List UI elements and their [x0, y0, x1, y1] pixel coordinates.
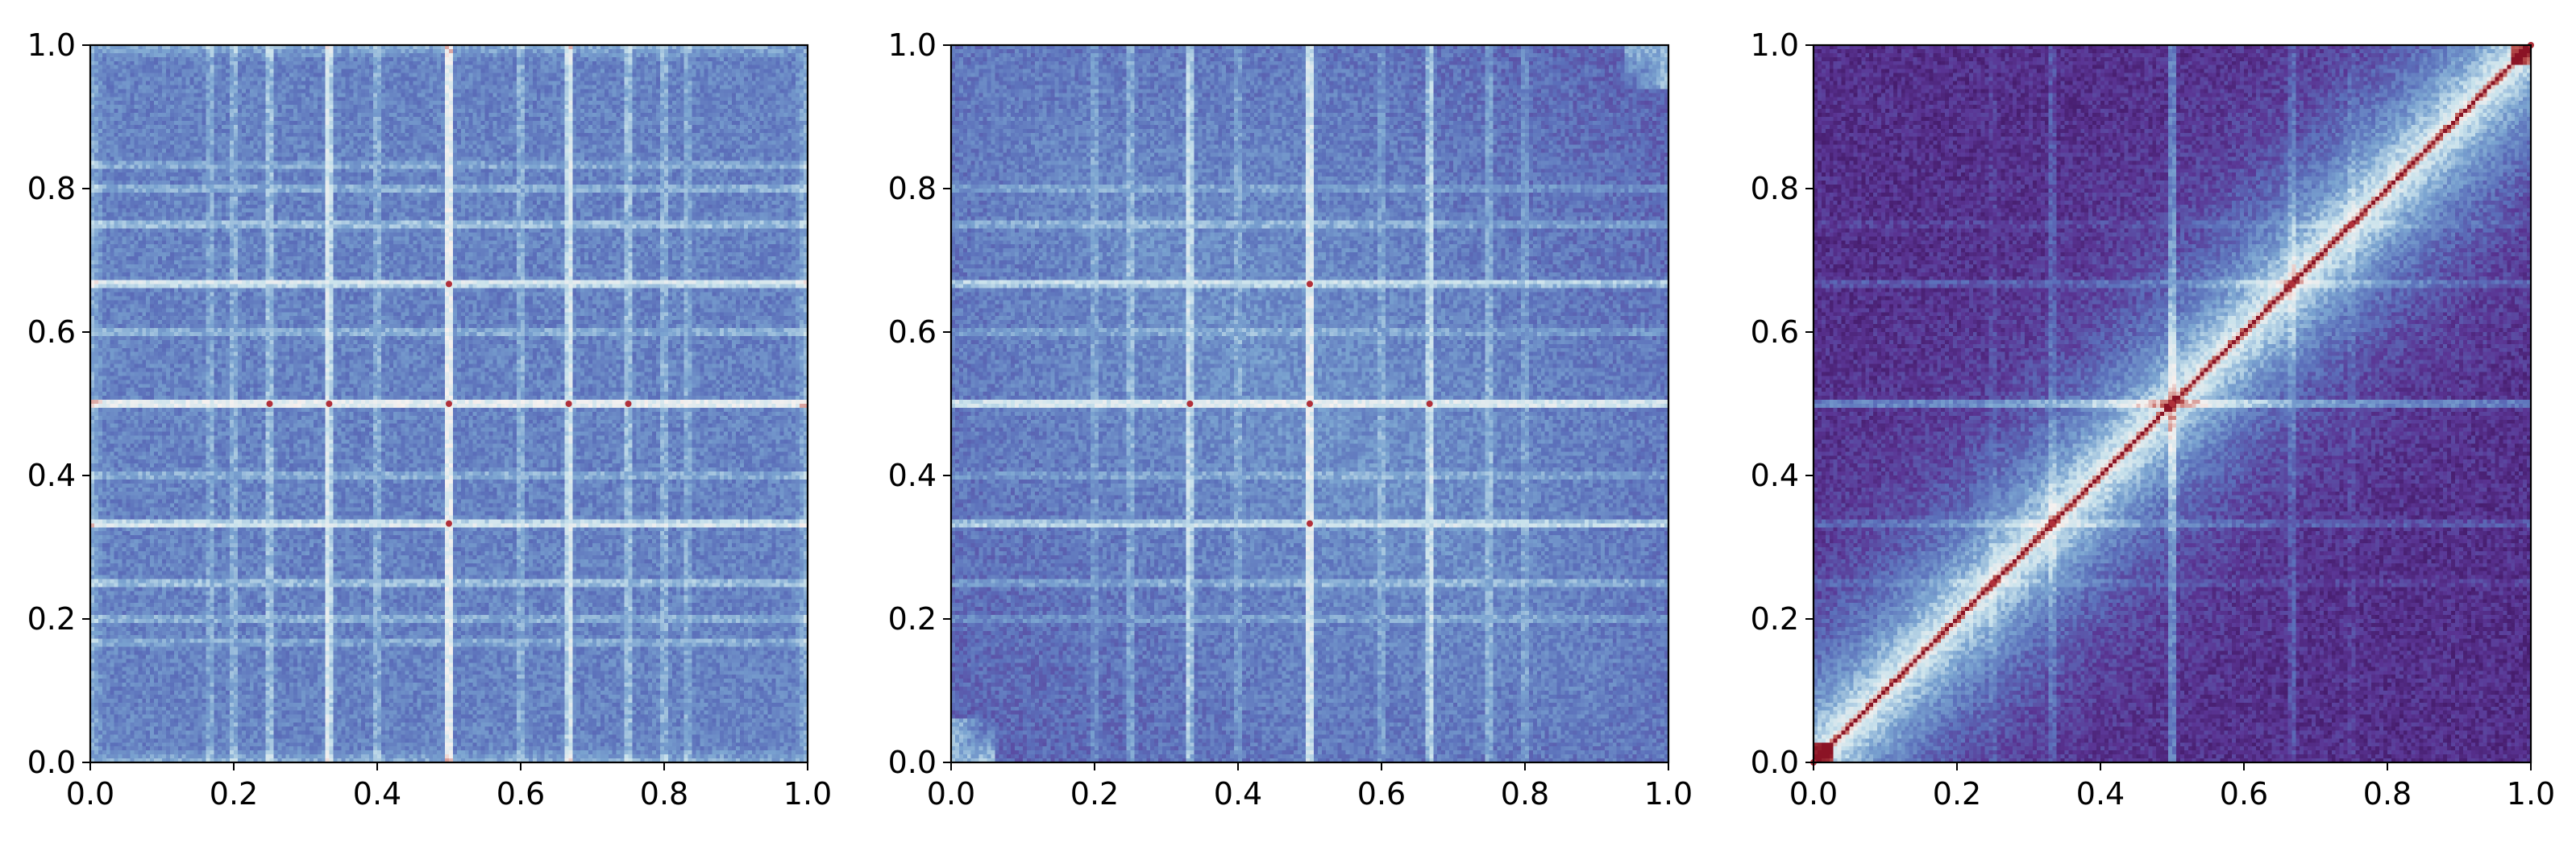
- y-tick-label: 1.0: [1751, 27, 1799, 63]
- hot-point: [1307, 280, 1313, 288]
- y-tick-label: 0.0: [27, 745, 76, 780]
- x-tick-label: 0.4: [1214, 776, 1262, 812]
- x-tick-label: 1.0: [783, 776, 832, 812]
- y-tick-label: 0.2: [27, 601, 76, 637]
- x-tick-label: 0.2: [1933, 776, 1981, 812]
- y-tick-label: 0.6: [1751, 314, 1799, 350]
- hot-point: [446, 401, 452, 407]
- hot-point: [1307, 401, 1313, 407]
- x-tick-label: 0.8: [1501, 776, 1549, 812]
- hot-point: [2169, 401, 2175, 407]
- x-tick-label: 0.6: [497, 776, 545, 812]
- y-tick-label: 1.0: [27, 27, 76, 63]
- x-tick-label: 0.8: [640, 776, 688, 812]
- hot-point: [2288, 280, 2296, 288]
- hot-point: [2049, 520, 2056, 527]
- y-tick-label: 0.8: [1751, 171, 1799, 206]
- x-tick-label: 0.4: [2076, 776, 2125, 812]
- x-tick-label: 0.2: [1070, 776, 1119, 812]
- x-tick-label: 0.0: [66, 776, 114, 812]
- y-tick-label: 0.4: [27, 458, 76, 493]
- y-tick-label: 0.8: [888, 171, 937, 206]
- axes-frame: [89, 44, 809, 764]
- x-tick-label: 1.0: [1644, 776, 1693, 812]
- x-tick-label: 0.2: [210, 776, 258, 812]
- hot-point: [446, 280, 452, 288]
- y-tick-label: 0.6: [888, 314, 937, 350]
- hot-point: [326, 401, 333, 407]
- x-tick-label: 0.4: [353, 776, 401, 812]
- hot-point: [446, 520, 452, 527]
- hot-point: [2348, 221, 2355, 228]
- y-tick-label: 0.4: [1751, 458, 1799, 493]
- y-tick-label: 0.4: [888, 458, 937, 493]
- axes-frame: [1812, 44, 2532, 764]
- x-tick-label: 0.0: [1789, 776, 1838, 812]
- hot-point: [266, 401, 273, 407]
- y-tick-label: 1.0: [888, 27, 937, 63]
- y-tick-label: 0.2: [888, 601, 937, 637]
- y-tick-label: 0.0: [1751, 745, 1799, 780]
- x-tick-label: 0.6: [1357, 776, 1406, 812]
- hot-point: [1307, 520, 1313, 527]
- y-tick-label: 0.8: [27, 171, 76, 206]
- hot-point: [625, 401, 632, 407]
- hot-point: [565, 401, 572, 407]
- y-tick-label: 0.2: [1751, 601, 1799, 637]
- y-tick-label: 0.6: [27, 314, 76, 350]
- x-tick-label: 0.8: [2363, 776, 2412, 812]
- y-tick-label: 0.0: [888, 745, 937, 780]
- hot-point: [1989, 579, 1996, 587]
- axes-frame: [949, 44, 1670, 764]
- hot-point: [1186, 401, 1194, 407]
- hot-point: [1426, 401, 1433, 407]
- x-tick-label: 0.6: [2220, 776, 2268, 812]
- x-tick-label: 0.0: [927, 776, 975, 812]
- x-tick-label: 1.0: [2507, 776, 2555, 812]
